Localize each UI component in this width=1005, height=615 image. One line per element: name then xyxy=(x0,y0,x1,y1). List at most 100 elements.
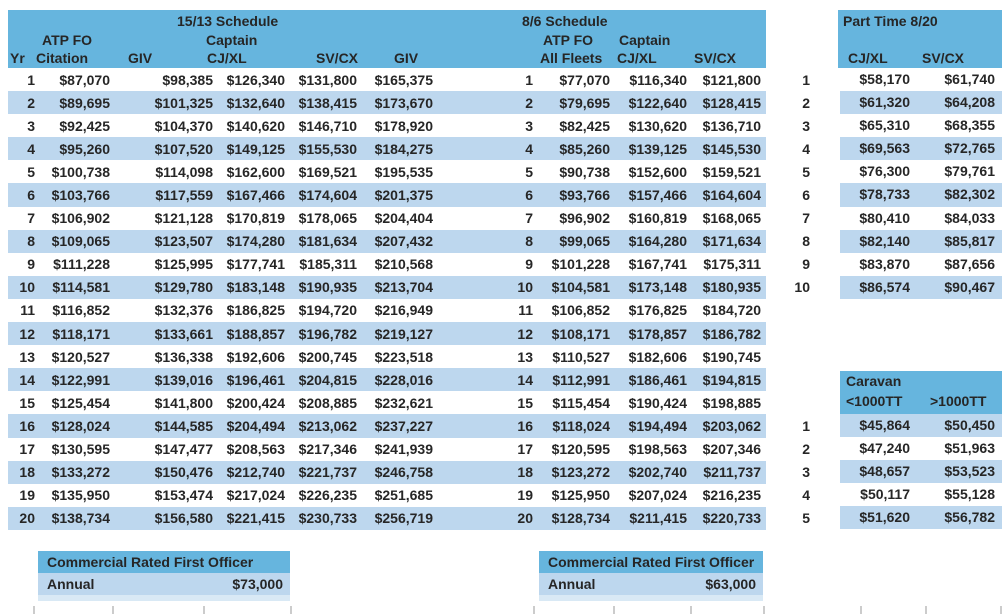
captain-svcx-cell: $138,415 xyxy=(298,94,357,111)
year-cell: 3 xyxy=(802,463,810,480)
year-cell: 4 xyxy=(525,140,533,157)
cjxl-cell: $58,170 xyxy=(859,71,910,87)
captain-cjxl-cell: $132,640 xyxy=(226,94,285,111)
annual-label: Annual xyxy=(548,576,596,592)
year-cell: 8 xyxy=(802,233,810,250)
captain-svcx-cell: $168,065 xyxy=(702,210,761,227)
captain-cjxl-cell: $177,741 xyxy=(226,256,285,273)
year-cell: 15 xyxy=(19,394,35,411)
year-cell: 17 xyxy=(19,441,35,458)
captain-svcx-cell: $196,782 xyxy=(298,325,357,342)
all-fleets-column-header: All Fleets xyxy=(540,50,603,66)
captain-svcx-cell: $159,521 xyxy=(702,163,761,180)
lt-1000tt-column-header: <1000TT xyxy=(846,393,903,409)
table-row: 20 $138,734 $156,580 $221,415 $230,733 $… xyxy=(8,506,766,530)
captain-cjxl-cell: $152,600 xyxy=(628,163,687,180)
gt-1000tt-column-header: >1000TT xyxy=(930,393,987,409)
year-cell: 2 xyxy=(525,94,533,111)
captain-giv-cell: $210,568 xyxy=(374,256,433,273)
svcx-cell: $84,033 xyxy=(944,209,995,226)
giv-cell: $101,325 xyxy=(154,94,213,111)
year-cell: 11 xyxy=(20,302,35,319)
commercial-fo-title: Commercial Rated First Officer xyxy=(539,551,763,573)
captain-group-header: Captain xyxy=(619,32,671,48)
captain-cjxl-cell: $194,494 xyxy=(628,417,687,434)
year-cell: 20 xyxy=(19,510,35,527)
giv-cell: $107,520 xyxy=(154,140,213,157)
citation-cell: $116,852 xyxy=(52,302,110,319)
captain-svcx-cell: $145,530 xyxy=(702,140,761,157)
captain-svcx-cell: $194,815 xyxy=(702,371,761,388)
year-cell: 8 xyxy=(27,233,35,250)
captain-cjxl-cell: $198,563 xyxy=(628,441,687,458)
year-cell: 18 xyxy=(19,464,35,481)
lt-1000tt-cell: $47,240 xyxy=(859,440,910,457)
captain-svcx-cell: $171,634 xyxy=(702,233,761,250)
captain-cjxl-cell: $167,741 xyxy=(628,256,687,273)
captain-svcx-cell: $181,634 xyxy=(298,233,357,250)
captain-cjxl-cell: $207,024 xyxy=(628,487,687,504)
gt-1000tt-cell: $53,523 xyxy=(918,460,1002,484)
svcx-cell: $82,302 xyxy=(918,183,1002,207)
captain-svcx-cell: $198,885 xyxy=(702,394,761,411)
table-row: 15 $125,454 $141,800 $200,424 $208,885 $… xyxy=(8,391,766,414)
cjxl-cell: $82,140 xyxy=(840,229,918,253)
captain-svcx-cell: $213,062 xyxy=(298,417,357,434)
table-row: 1 $87,070 $98,385 $126,340 $131,800 $165… xyxy=(8,68,766,91)
captain-svcx-cell: $178,065 xyxy=(298,210,357,227)
all-fleets-cell: $120,595 xyxy=(551,441,610,458)
svcx-cell: $79,761 xyxy=(944,163,995,180)
captain-giv-cell: $237,227 xyxy=(374,417,433,434)
table-row: 4 $50,117 $55,128 xyxy=(790,483,1002,506)
captain-cjxl-cell: $186,461 xyxy=(628,371,687,388)
giv-cell: $153,474 xyxy=(154,487,213,504)
table-row: 2 $47,240 $51,963 xyxy=(790,437,1002,460)
captain-cjxl-cell: $164,280 xyxy=(628,233,687,250)
partial-row-sliver xyxy=(539,595,763,601)
commercial-fo-title: Commercial Rated First Officer xyxy=(38,551,290,573)
giv-cell: $136,338 xyxy=(154,348,213,365)
captain-giv-cell: $165,375 xyxy=(374,71,433,88)
all-fleets-cell: $106,852 xyxy=(551,302,610,319)
captain-cjxl-cell: $130,620 xyxy=(628,117,687,134)
captain-cjxl-cell: $204,494 xyxy=(226,417,285,434)
year-cell: 1 xyxy=(802,71,810,88)
captain-giv-cell: $216,949 xyxy=(374,302,433,319)
table-row: 9 $111,228 $125,995 $177,741 $185,311 $2… xyxy=(8,253,766,276)
table-row: 6 $103,766 $117,559 $167,466 $174,604 $2… xyxy=(8,183,766,207)
all-fleets-cell: $101,228 xyxy=(551,256,610,273)
captain-giv-cell: $195,535 xyxy=(374,163,433,180)
annual-value: $63,000 xyxy=(705,576,756,592)
captain-cjxl-cell: $217,024 xyxy=(226,487,285,504)
all-fleets-cell: $115,454 xyxy=(552,394,610,411)
annual-value: $73,000 xyxy=(232,576,283,592)
table-row: 6 $78,733 $82,302 xyxy=(790,183,1002,207)
cjxl-column-header: CJ/XL xyxy=(848,50,888,66)
captain-cjxl-cell: $188,857 xyxy=(226,325,285,342)
captain-cjxl-cell: $212,740 xyxy=(226,464,285,481)
year-cell: 20 xyxy=(517,510,533,527)
table-row: 10 $86,574 $90,467 xyxy=(790,275,1002,299)
table-row: 16 $128,024 $144,585 $204,494 $213,062 $… xyxy=(8,414,766,438)
gt-1000tt-cell: $55,128 xyxy=(944,486,995,503)
year-cell: 4 xyxy=(802,486,810,503)
year-cell: 12 xyxy=(19,325,35,342)
table-row: 1 $45,864 $50,450 xyxy=(790,414,1002,438)
table-row: 18 $133,272 $150,476 $212,740 $221,737 $… xyxy=(8,460,766,484)
table-row: 8 $109,065 $123,507 $174,280 $181,634 $2… xyxy=(8,229,766,253)
captain-svcx-cell: $186,782 xyxy=(702,325,761,342)
year-cell: 13 xyxy=(517,348,533,365)
part-time-rows: 1 $58,170 $61,740 2 $61,320 $64,208 3 $6… xyxy=(790,68,1002,299)
captain-giv-cell: $213,704 xyxy=(374,279,433,296)
year-cell: 2 xyxy=(27,94,35,111)
citation-cell: $133,272 xyxy=(51,464,110,481)
captain-cjxl-cell: $122,640 xyxy=(628,94,687,111)
commercial-fo-block-right: Commercial Rated First Officer Annual $6… xyxy=(539,551,763,601)
citation-cell: $125,454 xyxy=(51,394,110,411)
year-cell: 10 xyxy=(19,279,35,296)
table-row: 3 $92,425 $104,370 $140,620 $146,710 $17… xyxy=(8,114,766,137)
all-fleets-cell: $128,734 xyxy=(551,510,610,527)
table-row: 2 $89,695 $101,325 $132,640 $138,415 $17… xyxy=(8,91,766,115)
citation-cell: $106,902 xyxy=(51,210,110,227)
lt-1000tt-cell: $45,864 xyxy=(840,414,918,438)
